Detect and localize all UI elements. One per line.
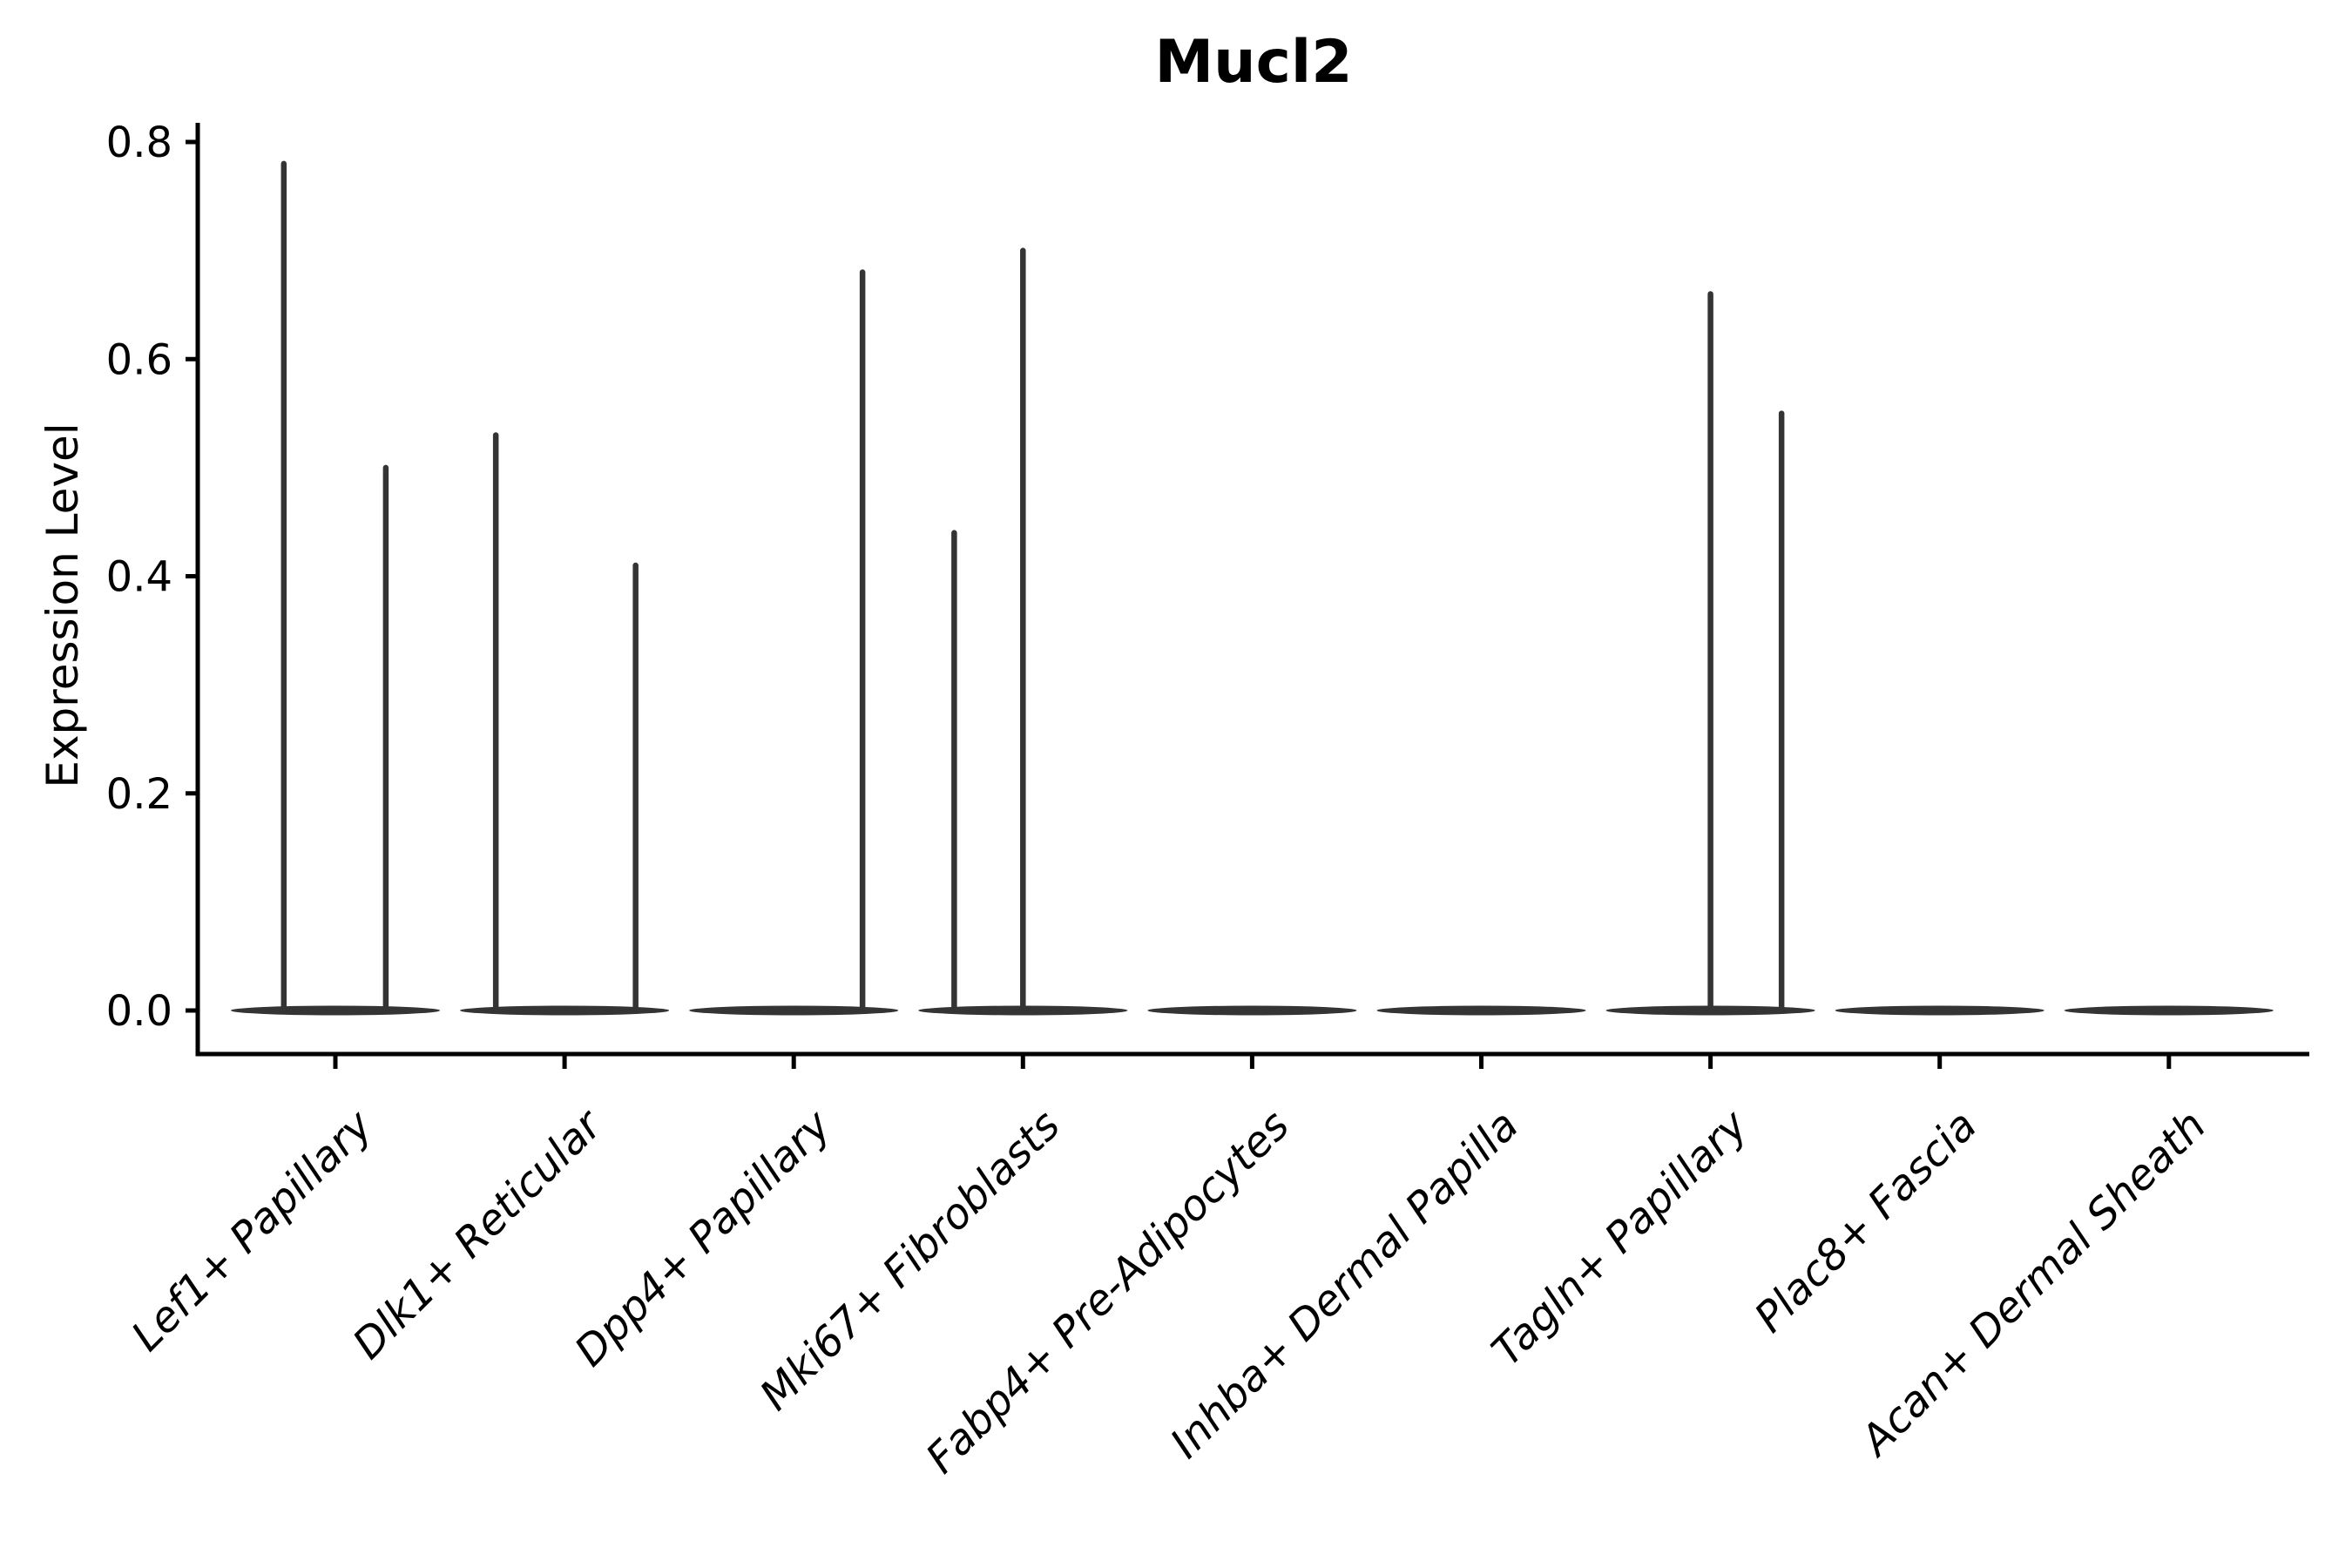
violin-baseline [460,1005,670,1016]
violin-baseline [1376,1005,1586,1016]
x-tick-label: Fabp4+ Pre-Adipocytes [916,1101,1299,1484]
violin-baseline [1835,1005,2044,1016]
violin-baseline [689,1005,899,1016]
x-tick-label: Dpp4+ Papillary [565,1100,841,1375]
y-tick-label: 0.6 [106,335,172,384]
x-tick-label: Lef1+ Papillary [122,1100,382,1361]
y-tick-label: 0.4 [106,553,172,602]
violin-baseline [2064,1005,2274,1016]
y-tick-label: 0.2 [106,770,172,819]
x-tick-label: Dlk1+ Reticular [343,1099,613,1369]
x-tick-label: Plac8+ Fascia [1746,1101,1987,1342]
chart-title: Mucl2 [1154,28,1353,97]
y-tick-label: 0.8 [106,118,172,167]
x-tick-label: Tagln+ Papillary [1483,1100,1758,1375]
violin-baseline [1147,1005,1357,1016]
y-tick-label: 0.0 [106,987,172,1036]
violin-baseline [231,1005,440,1016]
